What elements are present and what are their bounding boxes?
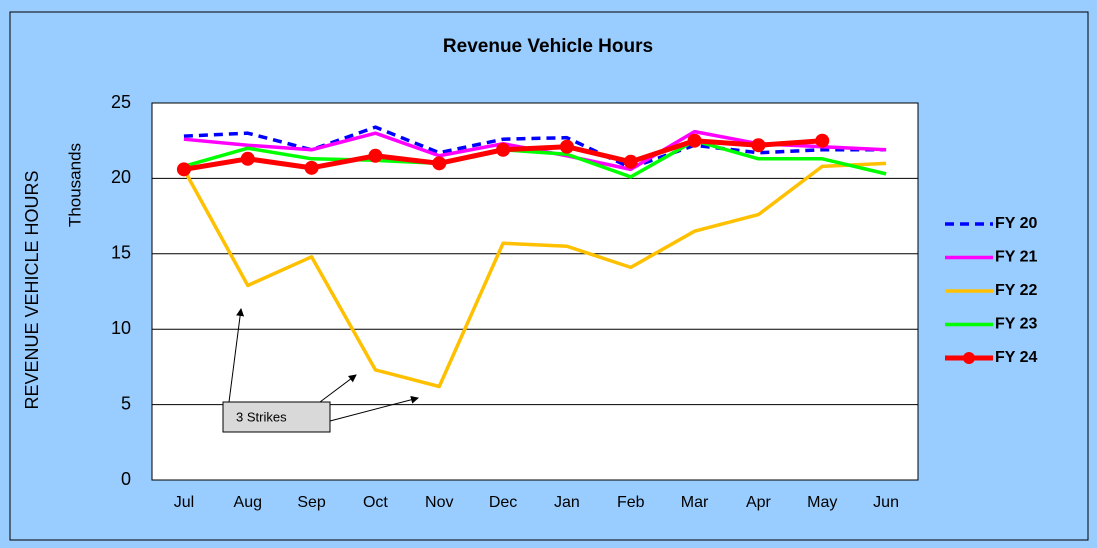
point xyxy=(304,160,319,175)
point xyxy=(176,162,191,177)
y-tick-label: 20 xyxy=(111,167,131,187)
plot: 0 5 10 15 20 25 Jul Aug Sep Oct Nov Dec Jan Feb Mar Apr… xyxy=(111,92,918,511)
x-tick-label: May xyxy=(807,494,837,511)
annotation-box xyxy=(222,401,331,433)
annotation-text: 3 Strikes xyxy=(236,409,287,424)
legend-item: FY 23 xyxy=(945,316,1038,333)
legend-label: FY 20 xyxy=(995,215,1038,232)
legend-item: FY 22 xyxy=(945,282,1038,299)
legend-marker xyxy=(963,352,975,364)
y-tick-label: 25 xyxy=(111,92,131,112)
point xyxy=(240,151,255,166)
point xyxy=(815,133,830,148)
legend-item: FY 24 xyxy=(945,349,1038,366)
point xyxy=(687,133,702,148)
y-tick-label: 5 xyxy=(121,393,131,413)
y-tick-label: 15 xyxy=(111,243,131,263)
x-tick-label: Jul xyxy=(174,494,194,511)
legend-item: FY 21 xyxy=(945,249,1038,266)
x-tick-label: Feb xyxy=(617,494,645,511)
x-tick-label: Jun xyxy=(873,494,899,511)
y-axis-title: REVENUE VEHICLE HOURS xyxy=(22,170,42,409)
y-tick-label: 10 xyxy=(111,318,131,338)
x-tick-label: Dec xyxy=(489,494,517,511)
legend-label: FY 24 xyxy=(995,349,1038,366)
arrow xyxy=(319,374,357,403)
series-line xyxy=(182,161,887,389)
point xyxy=(623,154,638,169)
arrow xyxy=(228,308,245,403)
x-tick-label: Sep xyxy=(297,494,326,511)
legend-label: FY 22 xyxy=(995,282,1038,299)
x-tick-label: Aug xyxy=(234,494,262,511)
point xyxy=(368,148,383,163)
x-tick-label: Mar xyxy=(681,494,709,511)
series-line xyxy=(183,125,887,170)
x-tick-label: Oct xyxy=(363,494,388,511)
x-tick-label: Apr xyxy=(746,494,772,511)
legend-label: FY 23 xyxy=(995,316,1038,333)
x-tick-label: Jan xyxy=(554,494,580,511)
arrow xyxy=(329,395,419,422)
point xyxy=(432,156,447,171)
annotation: 3 Strikes xyxy=(222,308,419,433)
y-tick-label: 0 xyxy=(121,469,131,489)
point xyxy=(751,138,766,153)
legend-item: FY 20 xyxy=(945,215,1038,232)
series-line xyxy=(183,138,887,179)
legend-label: FY 21 xyxy=(995,249,1038,266)
y-unit-label: Thousands xyxy=(65,143,84,227)
chart-border xyxy=(9,11,1089,541)
chart-title: Revenue Vehicle Hours xyxy=(443,36,653,57)
point xyxy=(559,139,574,154)
point xyxy=(496,142,511,157)
x-tick-label: Nov xyxy=(425,494,453,511)
